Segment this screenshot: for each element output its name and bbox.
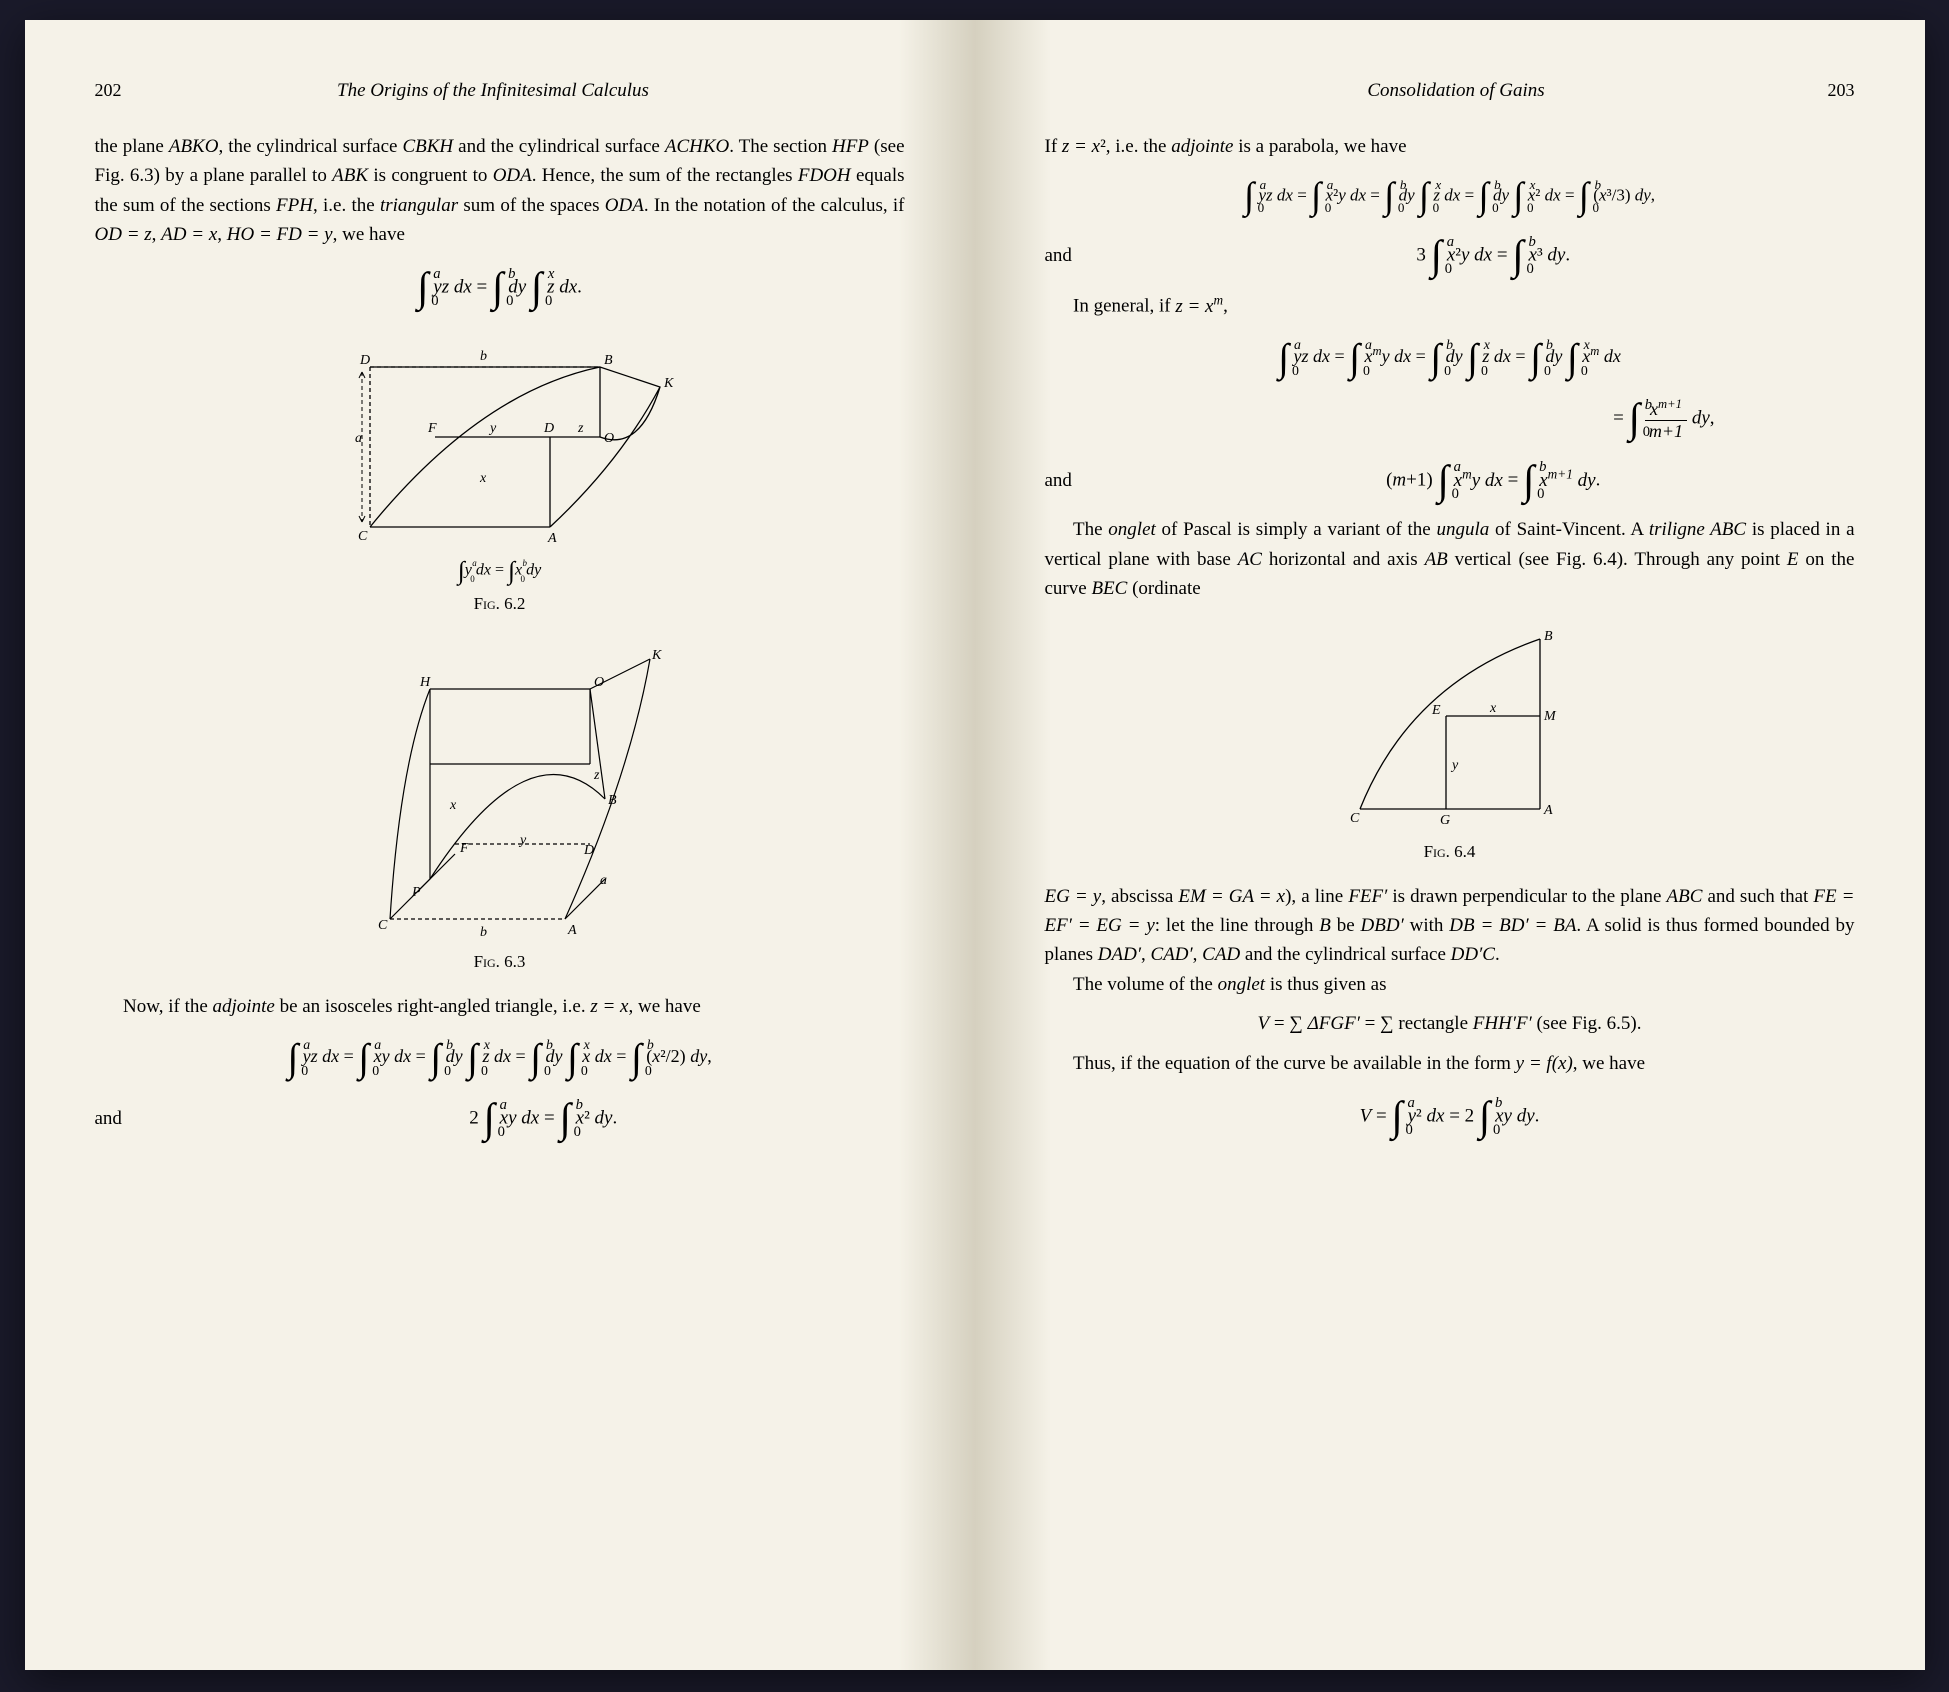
svg-text:C: C xyxy=(1350,811,1360,826)
svg-text:B: B xyxy=(1544,629,1553,644)
svg-text:O: O xyxy=(594,675,604,690)
left-para-2: Now, if the adjointe be an isosceles rig… xyxy=(95,992,905,1021)
svg-text:x: x xyxy=(479,471,487,486)
right-eq-3b: = ∫0b xm+1m+1 dy, xyxy=(1045,395,1855,443)
and-label: and xyxy=(1045,470,1072,492)
svg-text:K: K xyxy=(651,648,662,663)
left-eq-2: ∫0a yz dx = ∫0a xy dx = ∫0b dy ∫0x z dx … xyxy=(95,1035,905,1081)
text-fragment: adjointe xyxy=(1171,136,1233,157)
right-para-5: The volume of the onglet is thus given a… xyxy=(1045,970,1855,999)
right-eq-5: V = ∑ ΔFGF′ = ∑ rectangle FHH′F′ (see Fi… xyxy=(1045,1013,1855,1035)
svg-text:y: y xyxy=(488,421,497,436)
svg-text:M: M xyxy=(1543,709,1557,724)
figure-6-4-caption: Fig. 6.4 xyxy=(1045,842,1855,862)
running-title-left: The Origins of the Infinitesimal Calculu… xyxy=(337,80,649,102)
text-fragment: be an isosceles right-angled triangle, i… xyxy=(275,996,701,1017)
svg-text:H: H xyxy=(419,675,431,690)
svg-text:B: B xyxy=(604,353,613,368)
right-para-2: In general, if z = xm, xyxy=(1045,290,1855,321)
svg-text:a: a xyxy=(600,873,607,888)
svg-text:D: D xyxy=(359,353,370,368)
svg-text:b: b xyxy=(480,925,487,940)
svg-text:E: E xyxy=(1431,703,1441,718)
page-number-right: 203 xyxy=(1827,80,1854,101)
right-para-1: If z = x², i.e. the adjointe is a parabo… xyxy=(1045,132,1855,161)
svg-text:z: z xyxy=(593,768,600,783)
svg-text:F: F xyxy=(459,841,469,856)
right-eq-6: V = ∫0a y² dx = 2 ∫0b xy dy. xyxy=(1045,1093,1855,1141)
figure-6-4: B A C G M E x y Fig. 6.4 xyxy=(1045,624,1855,862)
figure-6-2-svg: D B K C A O F D y z x a b xyxy=(300,332,700,552)
svg-text:G: G xyxy=(1440,813,1450,828)
svg-text:z: z xyxy=(577,421,584,436)
figure-6-4-svg: B A C G M E x y xyxy=(1310,624,1590,834)
right-header: Consolidation of Gains 203 xyxy=(1045,80,1855,102)
running-title-right: Consolidation of Gains xyxy=(1367,80,1544,102)
right-eq-3: ∫0a yz dx = ∫0a xmy dx = ∫0b dy ∫0x z dx… xyxy=(1045,335,1855,381)
left-eq-3-row: and 2 ∫0a xy dx = ∫0b x² dy. xyxy=(95,1095,905,1143)
right-eq-4-row: and (m+1) ∫0a xmy dx = ∫0b xm+1 dy. xyxy=(1045,457,1855,505)
svg-text:b: b xyxy=(480,349,487,364)
right-eq-1: ∫0a yz dx = ∫0a x²y dx = ∫0b dy ∫0x z dx… xyxy=(1045,175,1855,218)
figure-6-2-subcaption: ∫0ay dx = ∫0bx dy xyxy=(95,556,905,586)
right-eq-4: (m+1) ∫0a xmy dx = ∫0b xm+1 dy. xyxy=(1132,457,1855,505)
svg-text:P: P xyxy=(411,885,421,900)
svg-text:A: A xyxy=(547,531,557,546)
svg-text:F: F xyxy=(427,421,437,436)
left-page: 202 The Origins of the Infinitesimal Cal… xyxy=(25,20,975,1670)
right-eq-2-row: and 3 ∫0a x²y dx = ∫0b x³ dy. xyxy=(1045,232,1855,280)
figure-6-3: H O K B D F C A P x y z a b Fig. 6.3 xyxy=(95,634,905,972)
page-number-left: 202 xyxy=(95,80,122,101)
left-eq-1: ∫0a yz dx = ∫0b dy ∫0x z dx. xyxy=(95,264,905,312)
figure-6-3-caption: Fig. 6.3 xyxy=(95,952,905,972)
svg-text:O: O xyxy=(604,431,614,446)
right-para-6: Thus, if the equation of the curve be av… xyxy=(1045,1049,1855,1078)
figure-6-3-svg: H O K B D F C A P x y z a b xyxy=(300,634,700,944)
left-header: 202 The Origins of the Infinitesimal Cal… xyxy=(95,80,905,102)
svg-text:A: A xyxy=(1543,803,1553,818)
svg-text:D: D xyxy=(583,843,594,858)
svg-text:D: D xyxy=(543,421,554,436)
svg-text:A: A xyxy=(567,923,577,938)
book-spread: 202 The Origins of the Infinitesimal Cal… xyxy=(25,20,1925,1670)
right-page: Consolidation of Gains 203 If z = x², i.… xyxy=(975,20,1925,1670)
svg-text:y: y xyxy=(518,833,527,848)
svg-text:C: C xyxy=(358,529,368,544)
svg-text:x: x xyxy=(1489,701,1497,716)
svg-text:C: C xyxy=(378,918,388,933)
figure-6-2-caption: Fig. 6.2 xyxy=(95,594,905,614)
text-fragment: Now, if the xyxy=(123,996,213,1017)
text-fragment: adjointe xyxy=(213,996,275,1017)
right-para-3: The onglet of Pascal is simply a variant… xyxy=(1045,515,1855,603)
svg-text:y: y xyxy=(1450,758,1459,773)
left-para-1: the plane ABKO, the cylindrical surface … xyxy=(95,132,905,250)
figure-6-2: D B K C A O F D y z x a b xyxy=(95,332,905,614)
right-eq-2: 3 ∫0a x²y dx = ∫0b x³ dy. xyxy=(1132,232,1855,280)
right-para-4: EG = y, abscissa EM = GA = x), a line FE… xyxy=(1045,882,1855,970)
and-label: and xyxy=(1045,245,1072,267)
left-eq-3: 2 ∫0a xy dx = ∫0b x² dy. xyxy=(182,1095,905,1143)
svg-text:x: x xyxy=(449,798,457,813)
svg-text:B: B xyxy=(608,793,617,808)
svg-text:K: K xyxy=(663,376,674,391)
and-label: and xyxy=(95,1108,122,1130)
svg-text:a: a xyxy=(355,431,362,446)
